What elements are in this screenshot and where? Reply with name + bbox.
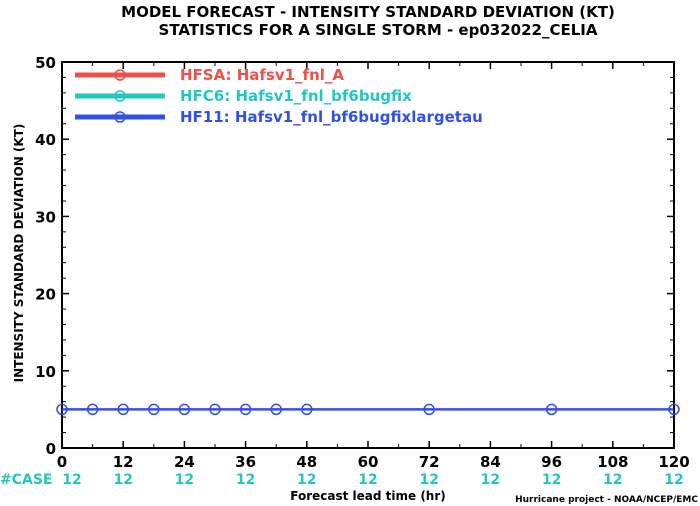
legend-entry-label: HFSA: Hafsv1_fnl_A — [180, 66, 344, 84]
x-tick-label: 48 — [296, 453, 317, 471]
y-axis-label: INTENSITY STANDARD DEVIATION (KT) — [12, 124, 26, 383]
data-point — [148, 403, 160, 416]
case-count-row: #CASE 12 12 12 12 12 12 12 12 12 12 12 — [0, 472, 684, 488]
case-row-label: #CASE — [0, 472, 53, 488]
legend-entry-label: HF11: Hafsv1_fnl_bf6bugfixlargetau — [180, 108, 483, 126]
x-tick-label: 120 — [658, 453, 689, 471]
x-tick-label: 96 — [541, 453, 562, 471]
data-point — [86, 403, 99, 416]
chart-title-line2: STATISTICS FOR A SINGLE STORM - ep032022… — [159, 21, 598, 39]
case-count-value: 12 — [419, 472, 438, 488]
x-tick-label: 36 — [235, 453, 256, 471]
legend-swatch-marker — [114, 90, 126, 102]
x-tick-label: 0 — [57, 453, 67, 471]
data-point — [668, 403, 680, 416]
y-tick-label: 10 — [35, 363, 56, 381]
data-point — [209, 403, 221, 416]
data-point — [239, 403, 252, 416]
case-count-value: 12 — [358, 472, 377, 488]
x-axis-label: Forecast lead time (hr) — [290, 489, 446, 503]
case-count-value: 12 — [542, 472, 561, 488]
case-count-value: 12 — [664, 472, 683, 488]
data-point — [545, 403, 558, 416]
credit-text: Hurricane project - NOAA/NCEP/EMC — [515, 495, 698, 505]
legend-entry-label: HFC6: Hafsv1_fnl_bf6bugfix — [180, 87, 412, 105]
data-point — [117, 403, 129, 416]
case-count-value: 12 — [113, 472, 132, 488]
legend-swatch-marker — [114, 111, 126, 123]
y-axis: 0 10 20 30 40 50 — [35, 54, 674, 458]
series-layer — [56, 403, 680, 416]
y-tick-label: 0 — [46, 440, 56, 458]
data-point — [301, 403, 313, 416]
case-count-value: 12 — [62, 472, 81, 488]
data-point — [56, 403, 68, 416]
case-count-value: 12 — [175, 472, 194, 488]
y-tick-label: 30 — [35, 208, 56, 226]
chart-title-line1: MODEL FORECAST - INTENSITY STANDARD DEVI… — [121, 3, 615, 21]
data-point — [423, 403, 435, 416]
x-tick-label: 24 — [174, 453, 195, 471]
x-tick-label: 84 — [480, 453, 501, 471]
data-point — [178, 403, 191, 416]
x-tick-label: 72 — [419, 453, 440, 471]
y-tick-label: 50 — [35, 54, 56, 72]
case-count-value: 12 — [603, 472, 622, 488]
x-tick-label: 12 — [113, 453, 134, 471]
case-count-value: 12 — [481, 472, 500, 488]
data-point — [270, 403, 282, 416]
case-count-value: 12 — [236, 472, 255, 488]
legend: HFSA: Hafsv1_fnl_A HFC6: Hafsv1_fnl_bf6bu… — [75, 66, 483, 126]
x-tick-label: 108 — [597, 453, 628, 471]
case-count-value: 12 — [297, 472, 316, 488]
y-tick-label: 40 — [35, 131, 56, 149]
y-tick-label: 20 — [35, 286, 56, 304]
x-tick-label: 60 — [358, 453, 379, 471]
x-axis: 0 12 24 36 48 60 72 84 96 108 120 — [57, 62, 690, 471]
legend-swatch-marker — [114, 69, 126, 81]
